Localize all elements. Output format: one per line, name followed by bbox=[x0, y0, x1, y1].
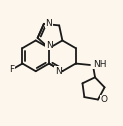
Text: N: N bbox=[46, 41, 52, 50]
Text: N: N bbox=[45, 19, 52, 28]
Text: F: F bbox=[9, 65, 14, 74]
Text: NH: NH bbox=[93, 60, 106, 69]
Text: O: O bbox=[100, 95, 107, 104]
Text: N: N bbox=[55, 67, 62, 76]
